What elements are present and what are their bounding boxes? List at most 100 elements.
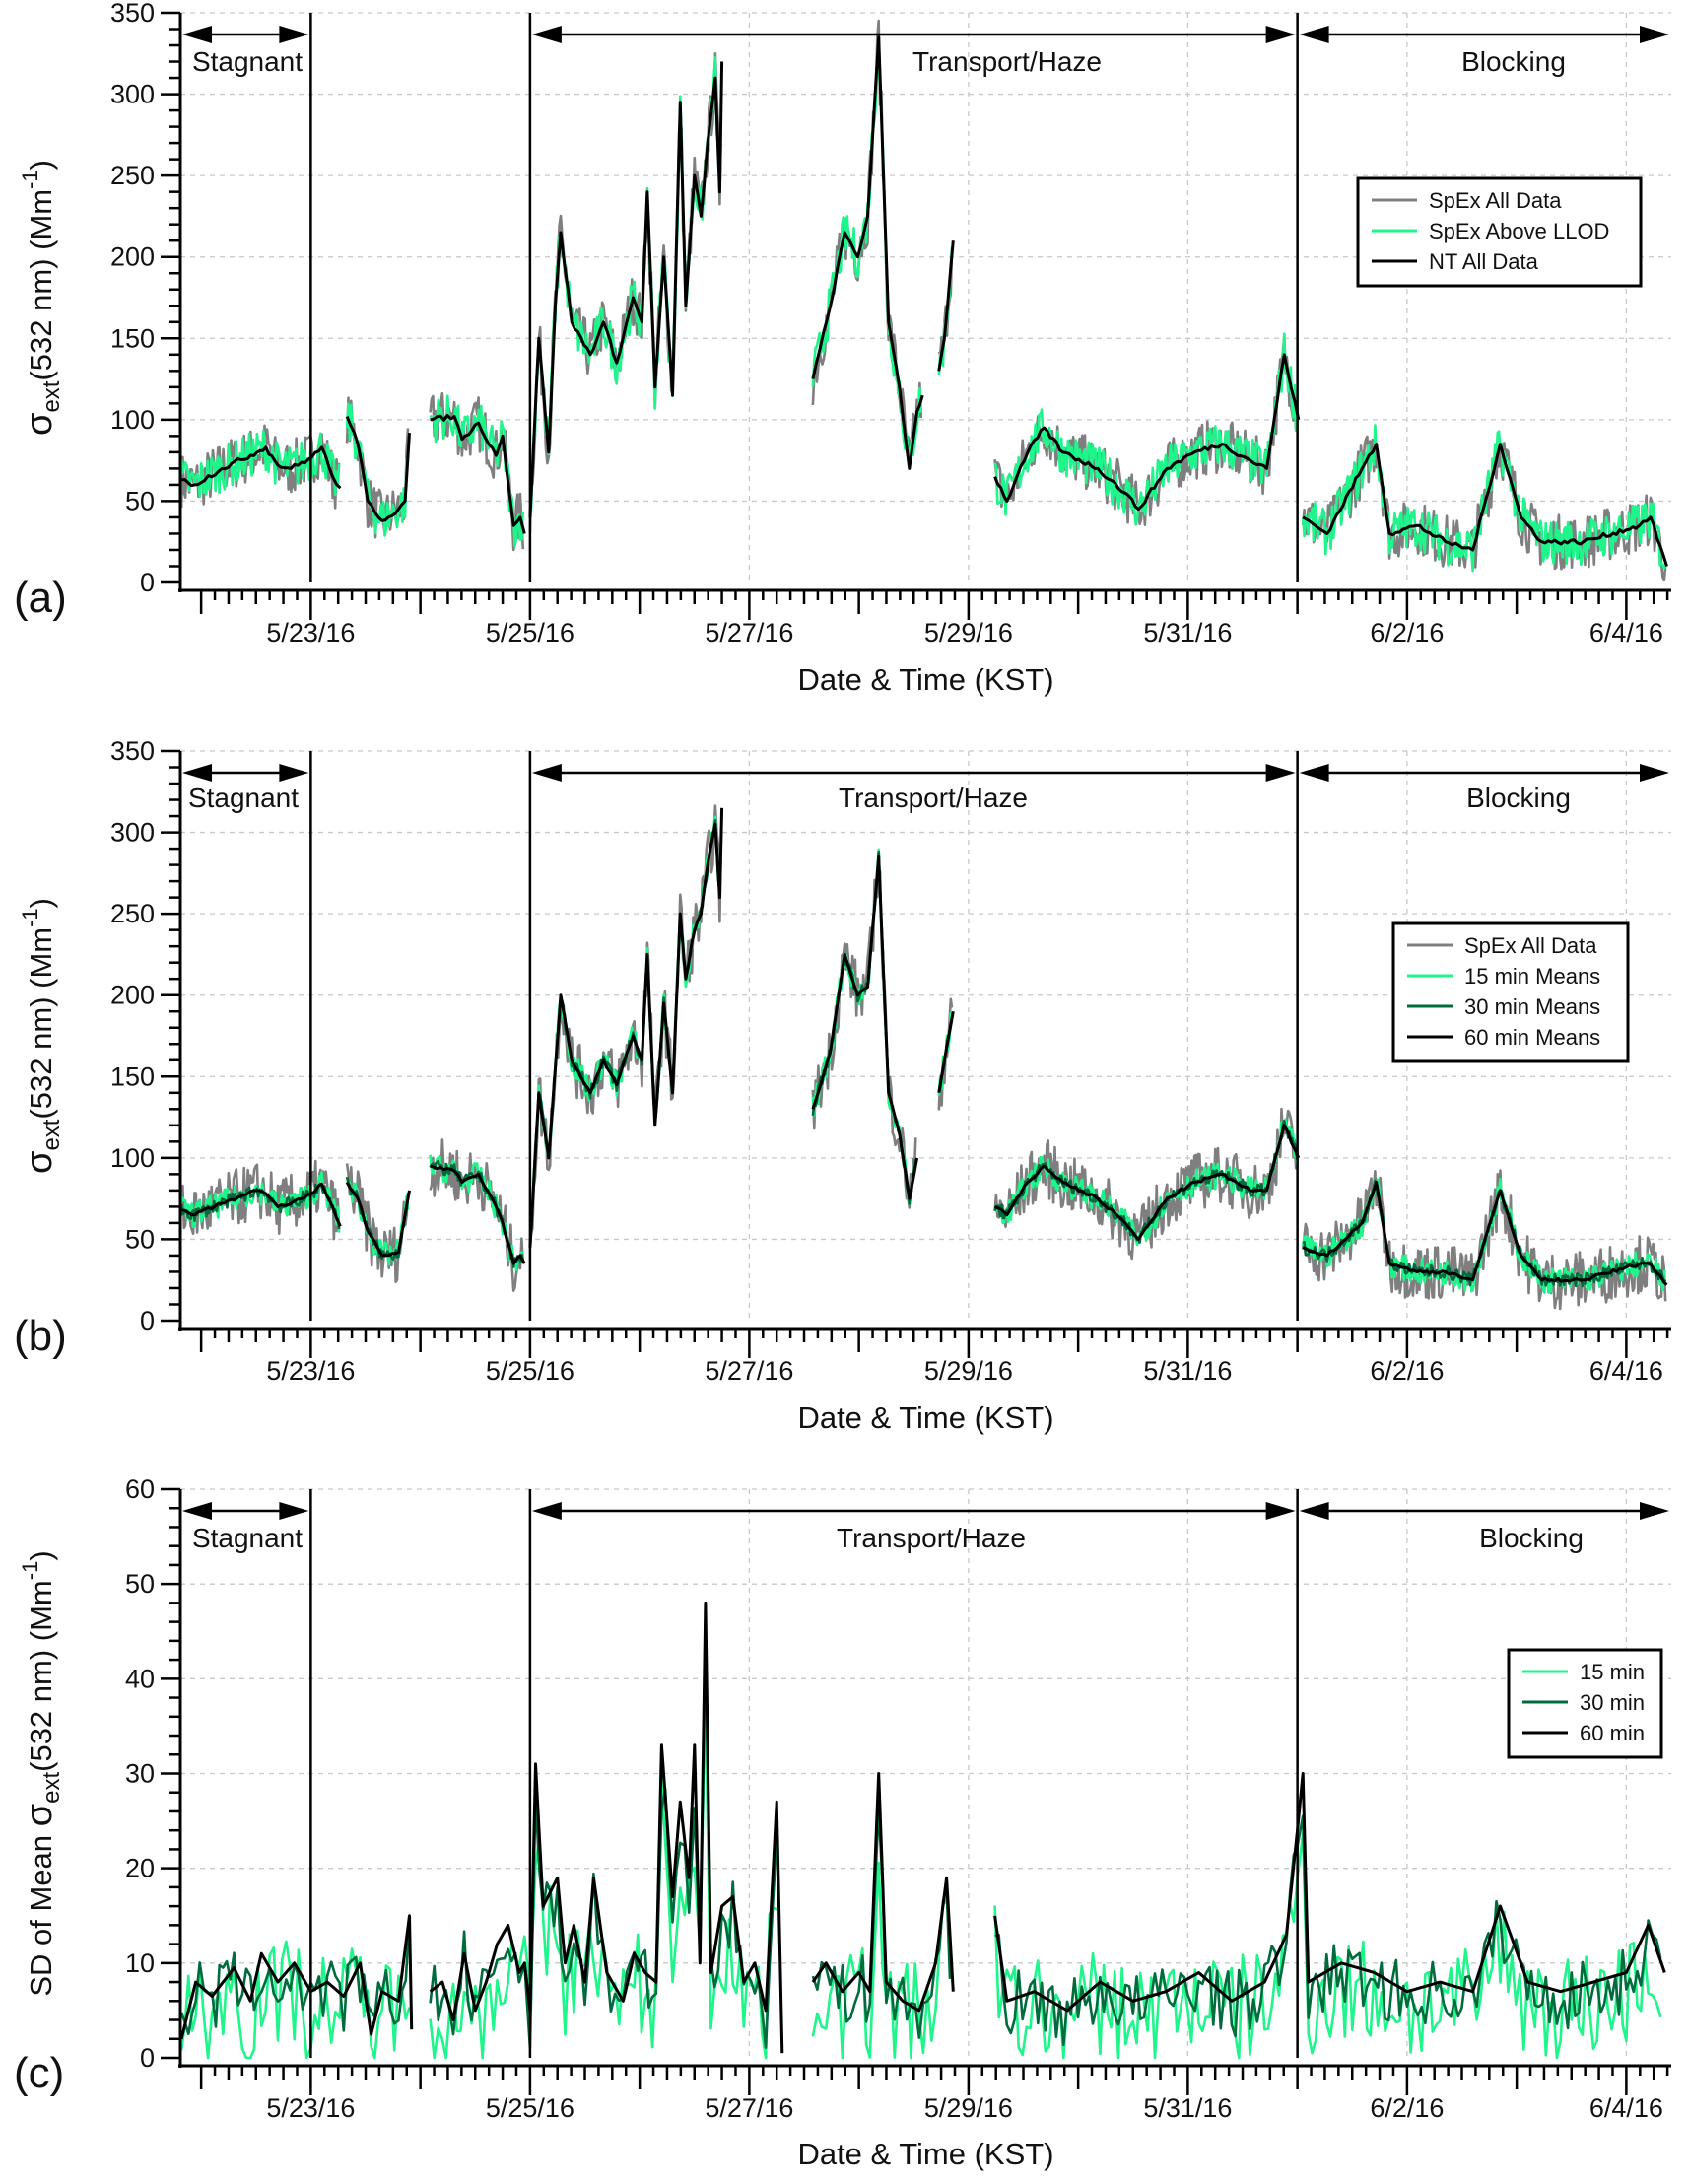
region-label: Stagnant	[188, 783, 299, 813]
legend-label: 60 min Means	[1464, 1025, 1600, 1050]
x-tick-label: 5/23/16	[266, 1356, 355, 1386]
x-tick-label: 5/23/16	[266, 2093, 355, 2123]
panel-label: (b)	[14, 1312, 67, 1360]
series-line-segment	[179, 430, 341, 498]
y-tick-label: 150	[110, 323, 155, 353]
y-tick-label: 350	[110, 736, 155, 766]
series-line-segment	[993, 1832, 1662, 2060]
series-line-segment	[811, 35, 924, 470]
x-tick-label: 5/25/16	[486, 2093, 574, 2123]
series-line-segment	[528, 52, 722, 534]
x-tick-label: 5/25/16	[486, 618, 574, 648]
legend-label: 30 min	[1580, 1690, 1645, 1715]
region-label: Blocking	[1466, 783, 1571, 813]
y-tick-label: 200	[110, 242, 155, 272]
x-tick-label: 5/25/16	[486, 1356, 574, 1386]
series-line-segment	[528, 56, 722, 516]
legend: SpEx All Data SpEx Above LLOD NT All Data	[1356, 176, 1643, 288]
series-nt-all-data	[180, 35, 1668, 567]
legend-label: 60 min	[1580, 1721, 1645, 1745]
series-line-segment	[430, 413, 526, 534]
y-tick-label: 0	[140, 1306, 155, 1335]
legend-label: 15 min	[1580, 1660, 1645, 1684]
x-tick-label: 5/31/16	[1143, 2093, 1232, 2123]
arrow-right-icon	[1265, 764, 1296, 782]
sigma-symbol: σ	[19, 1804, 60, 1826]
series-line-segment	[993, 353, 1301, 512]
legend-label: 15 min Means	[1464, 964, 1600, 989]
series-line-segment	[528, 61, 724, 517]
y-title-units: (532 nm) (Mm	[24, 927, 58, 1120]
x-tick-label: 6/4/16	[1589, 1356, 1663, 1386]
y-tick-label: 0	[140, 568, 155, 597]
legend-label: SpEx Above LLOD	[1429, 219, 1609, 243]
y-title-superscript: -1	[18, 908, 42, 927]
x-tick-label: 6/4/16	[1589, 2093, 1663, 2123]
region-label: Stagnant	[192, 1523, 303, 1553]
series-line-segment	[345, 1181, 411, 1258]
arrow-left-icon	[182, 26, 212, 43]
legend: 15 min 30 min 60 min	[1507, 1648, 1663, 1759]
y-axis-title: SD of Mean σext(532 nm) (Mm-1)	[18, 1550, 65, 1996]
legend: SpEx All Data 15 min Means 30 min Means 60 …	[1391, 921, 1630, 1063]
x-tick-label: 5/27/16	[705, 1356, 793, 1386]
region-label: Blocking	[1479, 1523, 1584, 1553]
arrow-left-icon	[1299, 1502, 1329, 1520]
y-tick-label: 0	[140, 2043, 155, 2073]
series-line-segment	[993, 332, 1299, 526]
y-title-units: (532 nm) (Mm	[24, 189, 58, 381]
panel-c: Stagnant Transport/Haze Blocking 0 10 20 30 40 5…	[14, 1474, 1671, 2171]
sigma-symbol: σ	[19, 1151, 60, 1174]
series-line-segment	[179, 424, 341, 510]
arrow-right-icon	[1265, 1502, 1296, 1520]
series-line-segment	[1302, 443, 1668, 567]
y-tick-label: 250	[110, 899, 155, 928]
panel-b: Stagnant Transport/Haze Blocking 0 50 100 150 2…	[14, 736, 1671, 1435]
y-tick-label: 100	[110, 1143, 155, 1173]
panel-a: Stagnant Transport/Haze Blocking 0 50 100 150 2…	[14, 0, 1671, 697]
y-tick-label: 20	[125, 1854, 155, 1883]
series-line-segment	[430, 1164, 526, 1265]
arrow-right-icon	[1640, 764, 1669, 782]
arrow-left-icon	[1299, 26, 1329, 43]
y-tick-label: 250	[110, 161, 155, 190]
arrow-right-icon	[279, 1502, 309, 1520]
y-axis-title: σext(532 nm) (Mm-1)	[18, 160, 65, 436]
y-tick-label: 200	[110, 981, 155, 1010]
y-title-end: )	[24, 898, 58, 908]
y-title-end: )	[24, 1550, 58, 1560]
x-axis-title: Date & Time (KST)	[797, 2137, 1053, 2171]
series-line-segment	[179, 1940, 411, 2060]
region-label: Transport/Haze	[912, 46, 1102, 77]
x-tick-label: 5/31/16	[1143, 618, 1232, 648]
y-tick-label: 300	[110, 80, 155, 109]
series-line-segment	[528, 807, 724, 1248]
x-tick-label: 5/27/16	[705, 618, 793, 648]
arrow-left-icon	[1299, 764, 1329, 782]
y-tick-label: 300	[110, 818, 155, 848]
y-tick-label: 150	[110, 1061, 155, 1091]
y-tick-label: 30	[125, 1759, 155, 1789]
arrow-right-icon	[279, 26, 309, 43]
y-title-subscript: ext	[38, 380, 65, 412]
x-tick-label: 6/2/16	[1370, 618, 1444, 648]
series-30-min	[179, 1634, 1662, 2050]
y-title-superscript: -1	[18, 1561, 42, 1581]
series-line-segment	[993, 1124, 1301, 1241]
x-axis-title: Date & Time (KST)	[797, 1400, 1053, 1435]
series-line-segment	[811, 1772, 955, 2013]
x-tick-label: 5/29/16	[924, 1356, 1013, 1386]
series-line-segment	[937, 1010, 955, 1094]
series-line-segment	[811, 869, 917, 1209]
series-line-segment	[345, 396, 410, 539]
series-line-segment	[811, 19, 923, 452]
series-line-segment	[429, 1601, 784, 2054]
arrow-left-icon	[182, 764, 212, 782]
x-axis-title: Date & Time (KST)	[797, 662, 1053, 697]
x-tick-label: 6/2/16	[1370, 1356, 1444, 1386]
legend-label: NT All Data	[1429, 249, 1539, 274]
region-label: Blocking	[1461, 46, 1566, 77]
legend-label: 30 min Means	[1464, 994, 1600, 1019]
y-axis-title: σext(532 nm) (Mm-1)	[18, 898, 65, 1174]
